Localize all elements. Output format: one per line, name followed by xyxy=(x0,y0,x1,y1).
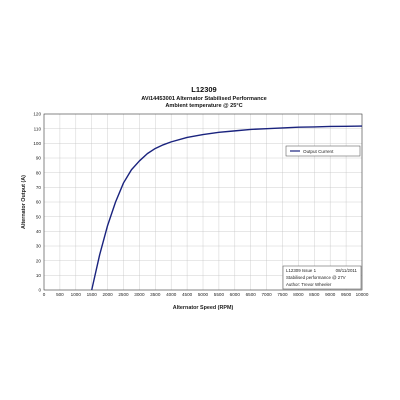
y-tick-label: 50 xyxy=(36,214,42,219)
y-tick-label: 110 xyxy=(34,126,42,131)
tick-labels: 0 10 20 30 40 50 60 70 80 90 100 110 120 0 500 1000 1500… xyxy=(33,112,369,297)
info-issue: L12309 Issue 1 xyxy=(286,268,317,273)
chart-title: L12309 xyxy=(191,85,216,94)
info-date: 08/11/2011 xyxy=(336,268,358,273)
x-tick-label: 8500 xyxy=(309,292,320,297)
series-line-output-current xyxy=(91,125,363,291)
x-tick-label: 3000 xyxy=(134,292,145,297)
plot-area xyxy=(43,113,363,291)
y-tick-label: 10 xyxy=(36,273,42,278)
chart-subtitle: AVi14453001 Alternator Stabilised Perfor… xyxy=(141,96,267,102)
info-box: L12309 Issue 1 08/11/2011 Stabilised per… xyxy=(282,265,362,290)
y-tick-label: 60 xyxy=(36,200,42,205)
x-tick-label: 9000 xyxy=(325,292,336,297)
x-tick-label: 7500 xyxy=(277,292,288,297)
info-author: Author: Trevor Wheeler xyxy=(286,282,332,287)
x-tick-label: 5500 xyxy=(214,292,225,297)
legend-box xyxy=(285,145,361,157)
x-tick-label: 8000 xyxy=(293,292,304,297)
legend: Output Current xyxy=(285,145,361,157)
y-tick-label: 30 xyxy=(36,244,42,249)
y-tick-label: 40 xyxy=(36,229,42,234)
x-tick-label: 500 xyxy=(56,292,64,297)
x-tick-label: 1500 xyxy=(87,292,98,297)
x-tick-label: 0 xyxy=(43,292,46,297)
y-axis-label: Alternator Output (A) xyxy=(21,175,27,229)
x-tick-label: 10000 xyxy=(356,292,369,297)
x-tick-label: 4500 xyxy=(182,292,193,297)
x-tick-label: 1000 xyxy=(71,292,82,297)
info-box-frame xyxy=(282,265,362,290)
x-tick-label: 6000 xyxy=(230,292,241,297)
x-axis-label: Alternator Speed (RPM) xyxy=(173,305,234,311)
y-tick-label: 80 xyxy=(36,170,42,175)
x-tick-label: 4000 xyxy=(166,292,177,297)
x-tick-label: 5000 xyxy=(198,292,209,297)
chart-subtitle-2: Ambient temperature @ 25°C xyxy=(165,103,242,109)
chart-grid xyxy=(43,113,363,291)
y-tick-label: 70 xyxy=(36,185,42,190)
y-tick-label: 20 xyxy=(36,258,42,263)
info-conditions: Stabilised performance @ 27V xyxy=(286,275,346,280)
y-tick-label: 100 xyxy=(33,141,41,146)
y-tick-label: 0 xyxy=(38,288,41,293)
x-tick-label: 9500 xyxy=(341,292,352,297)
x-tick-label: 2500 xyxy=(118,292,129,297)
y-tick-label: 90 xyxy=(36,156,42,161)
legend-entry-output-current: Output Current xyxy=(303,149,334,154)
y-tick-label: 120 xyxy=(33,112,41,117)
x-tick-label: 7000 xyxy=(261,292,272,297)
x-tick-label: 6500 xyxy=(246,292,257,297)
x-tick-label: 2000 xyxy=(102,292,113,297)
x-tick-label: 3500 xyxy=(150,292,161,297)
